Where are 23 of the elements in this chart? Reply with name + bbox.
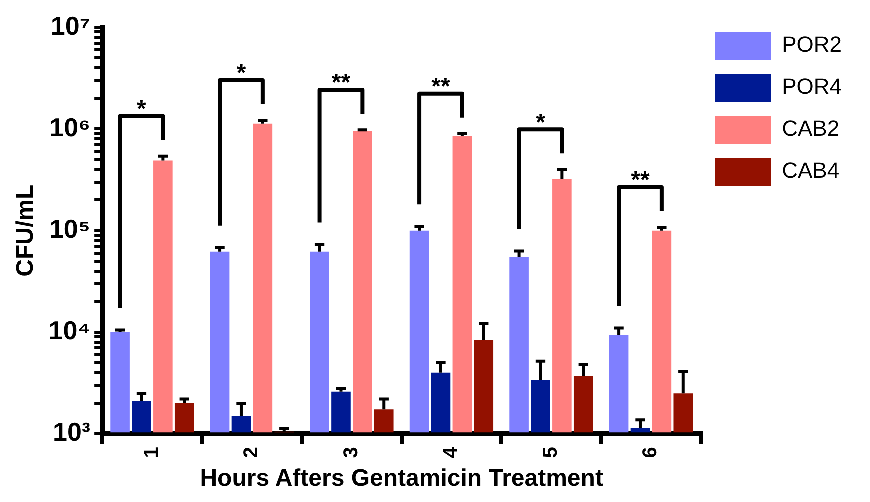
x-tick-label: 4: [440, 446, 462, 458]
x-tick-label: 6: [640, 447, 662, 458]
annotation: *: [137, 96, 148, 124]
y-tick-label: 10³: [53, 417, 91, 448]
y-tick-label: 10⁴: [48, 316, 91, 346]
annotation: **: [432, 73, 451, 100]
annotation: *: [536, 109, 546, 136]
x-tick-label: 2: [240, 447, 263, 458]
y-tick-label: 10⁵: [49, 214, 91, 244]
x-axis-title: Hours Afters Gentamicin Treatment: [200, 465, 604, 492]
annotation: **: [332, 70, 352, 97]
legend-label: POR4: [782, 74, 842, 100]
legend-label: CAB2: [782, 116, 840, 142]
annotation: **: [631, 167, 650, 194]
y-axis-title: CFU/mL: [12, 184, 40, 277]
legend-label: CAB4: [782, 158, 840, 184]
y-tick-label: 10⁶: [50, 112, 91, 142]
annotation: *: [236, 60, 247, 88]
x-tick-label: 3: [340, 447, 362, 458]
legend-label: POR2: [782, 32, 842, 58]
x-tick-label: 5: [540, 447, 562, 458]
y-tick-label: 10⁷: [50, 10, 91, 41]
x-tick-label: 1: [140, 447, 163, 458]
